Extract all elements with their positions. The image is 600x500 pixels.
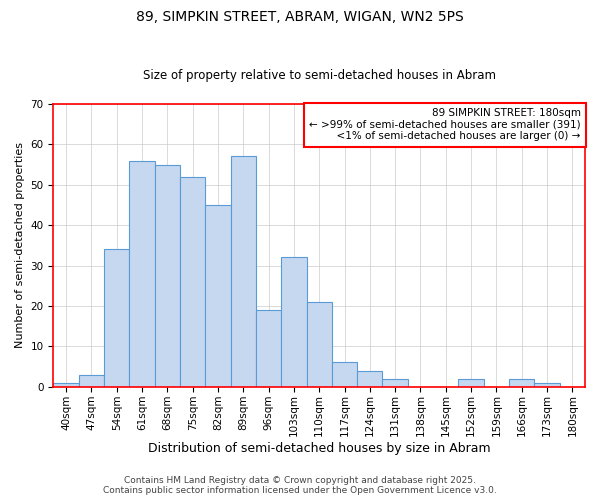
Bar: [382, 378, 408, 386]
Bar: [104, 250, 130, 386]
Bar: [256, 310, 281, 386]
Bar: [458, 378, 484, 386]
Bar: [509, 378, 535, 386]
Bar: [307, 302, 332, 386]
Bar: [332, 362, 357, 386]
Bar: [53, 382, 79, 386]
Bar: [180, 176, 205, 386]
Text: 89, SIMPKIN STREET, ABRAM, WIGAN, WN2 5PS: 89, SIMPKIN STREET, ABRAM, WIGAN, WN2 5P…: [136, 10, 464, 24]
Bar: [79, 374, 104, 386]
X-axis label: Distribution of semi-detached houses by size in Abram: Distribution of semi-detached houses by …: [148, 442, 491, 455]
Bar: [535, 382, 560, 386]
Bar: [130, 160, 155, 386]
Bar: [230, 156, 256, 386]
Text: Contains HM Land Registry data © Crown copyright and database right 2025.
Contai: Contains HM Land Registry data © Crown c…: [103, 476, 497, 495]
Bar: [155, 164, 180, 386]
Y-axis label: Number of semi-detached properties: Number of semi-detached properties: [15, 142, 25, 348]
Bar: [357, 370, 382, 386]
Title: Size of property relative to semi-detached houses in Abram: Size of property relative to semi-detach…: [143, 69, 496, 82]
Text: 89 SIMPKIN STREET: 180sqm
← >99% of semi-detached houses are smaller (391)
  <1%: 89 SIMPKIN STREET: 180sqm ← >99% of semi…: [309, 108, 581, 142]
Bar: [281, 258, 307, 386]
Bar: [205, 205, 230, 386]
